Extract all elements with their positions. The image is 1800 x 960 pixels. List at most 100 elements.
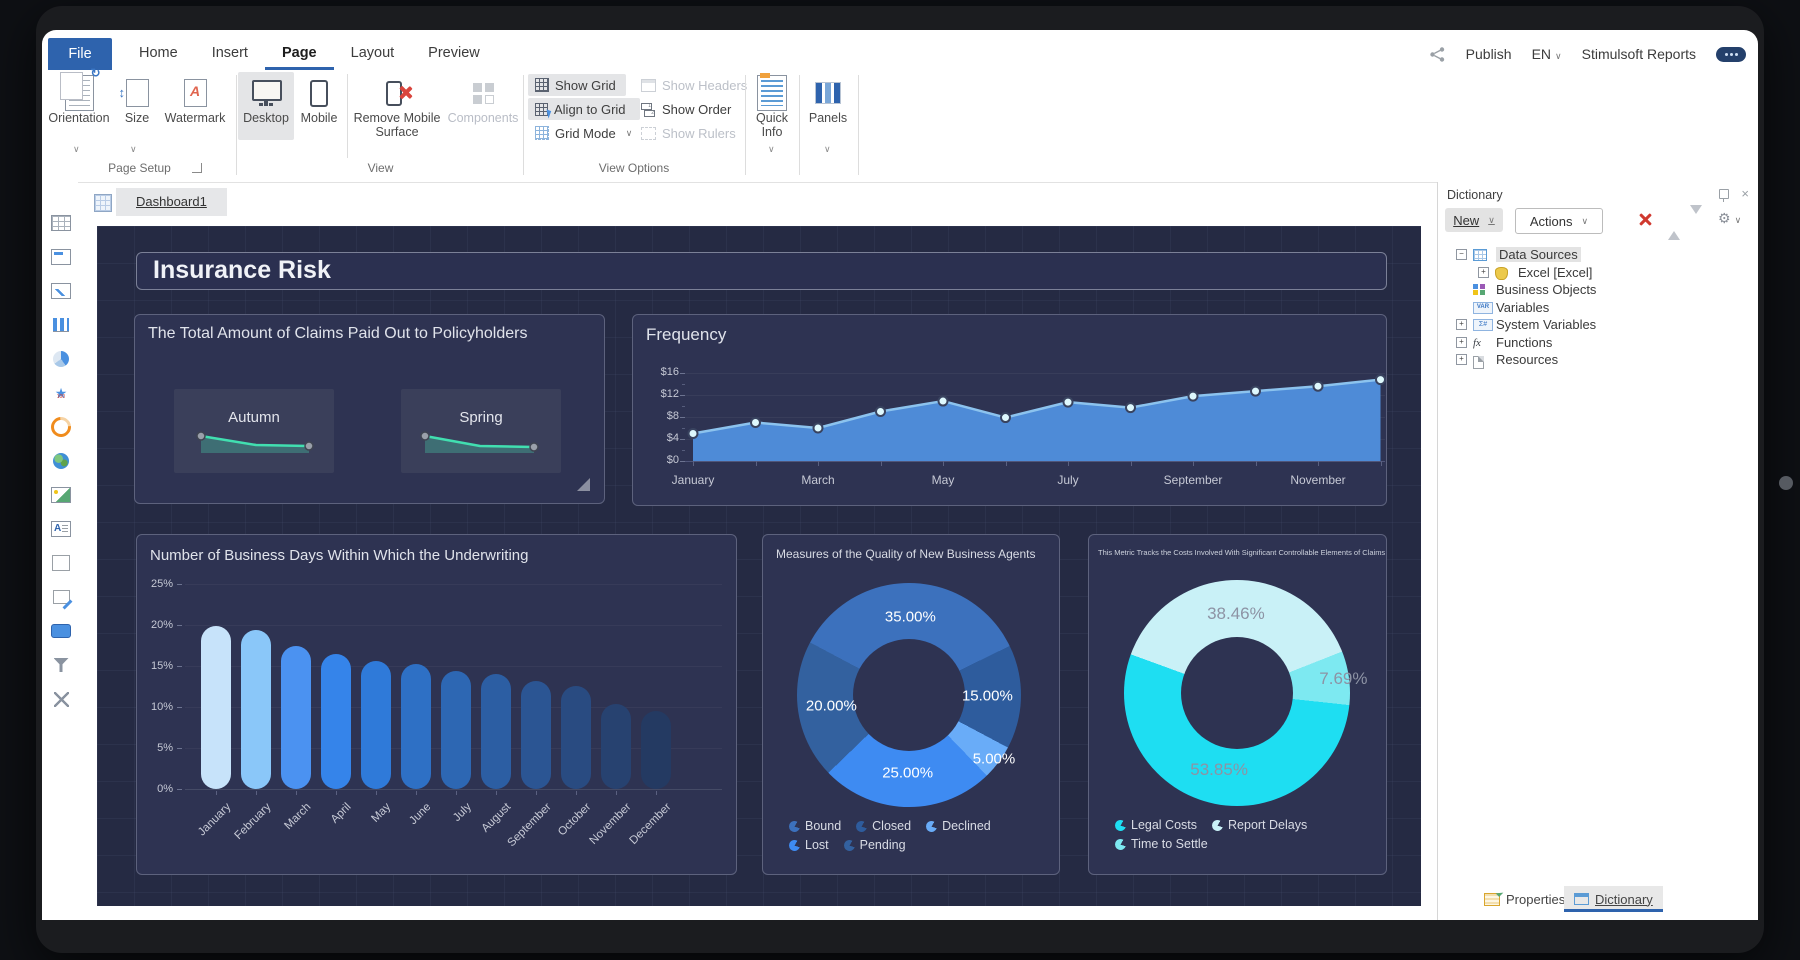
mobile-button[interactable]: Mobile [295, 72, 343, 140]
size-button[interactable]: ↕ Size [105, 72, 169, 140]
sparkline-cell [174, 389, 334, 473]
language-selector[interactable]: EN ∨ [1532, 46, 1562, 62]
toolbox-indicator-element[interactable] [46, 378, 76, 408]
bar-february [241, 629, 271, 789]
toolbox-gauge-element[interactable] [46, 344, 76, 374]
toolbox-progress-element[interactable] [46, 412, 76, 442]
tree-item-business-objects[interactable]: Business Objects [1438, 281, 1758, 298]
grid-mode-dropdown[interactable]: Grid Mode ∨ [528, 122, 639, 144]
x-axis-tick [1380, 461, 1382, 466]
toolbox-card-element[interactable] [46, 242, 76, 272]
tree-item-variables[interactable]: VAR Variables [1438, 299, 1758, 316]
toolbox-shape-element[interactable] [46, 582, 76, 612]
tab-file[interactable]: File [48, 38, 112, 70]
orientation-dropdown-chevron[interactable]: ∨ [73, 144, 80, 154]
legend-swatch [1113, 817, 1128, 833]
chart-icon [51, 283, 71, 299]
show-order-label: Show Order [662, 101, 732, 117]
claims-sparkline-panel[interactable]: The Total Amount of Claims Paid Out to P… [134, 314, 605, 504]
resources-icon [1473, 356, 1484, 369]
toolbox-filter-element[interactable] [46, 650, 76, 680]
orientation-button[interactable]: ↻ Orientation [47, 66, 111, 140]
dashboard-pages-icon[interactable] [94, 194, 112, 212]
button-icon [51, 624, 71, 638]
bar-january [201, 625, 231, 789]
dashboard-title-panel[interactable]: Insurance Risk [136, 252, 1387, 290]
actions-button[interactable]: Actions ∨ [1515, 208, 1603, 234]
expand-icon[interactable]: + [1456, 354, 1467, 365]
bar-november [601, 703, 631, 789]
costs-donut-panel[interactable]: This Metric Tracks the Costs Involved Wi… [1088, 534, 1387, 875]
bar-april [321, 653, 351, 789]
expand-icon[interactable]: + [1478, 266, 1489, 278]
align-to-grid-toggle[interactable]: Align to Grid [528, 98, 640, 120]
toolbox-chart-element[interactable] [46, 276, 76, 306]
datasources-icon [1473, 249, 1487, 261]
tools-icon [53, 691, 69, 707]
x-axis-label: May [369, 801, 394, 825]
desktop-button[interactable]: Desktop [238, 72, 294, 140]
frequency-chart-panel[interactable]: Frequency $0 $4 $8 $12 $16 January March May Jul… [632, 314, 1387, 506]
panels-button[interactable]: Panels [802, 72, 854, 140]
x-axis-label: July [450, 801, 474, 824]
expand-icon[interactable]: + [1456, 319, 1467, 330]
tree-item-functions[interactable]: + fx Functions [1438, 334, 1758, 351]
ribbon-tab-preview[interactable]: Preview [428, 45, 480, 61]
tree-item-excel-excel-[interactable]: + Excel [Excel] [1438, 264, 1758, 281]
tree-item-system-variables[interactable]: + Σ# System Variables [1438, 316, 1758, 333]
y-axis-tick-label: $16 [660, 366, 679, 378]
ribbon-tab-insert[interactable]: Insert [211, 45, 248, 61]
toolbox-tools-element[interactable] [46, 684, 76, 714]
toolbox-panel-element[interactable] [46, 548, 76, 578]
agents-donut-panel[interactable]: Measures of the Quality of New Business … [762, 534, 1060, 875]
remove-mobile-surface-button[interactable]: Remove Mobile Surface [352, 72, 442, 140]
quick-info-button[interactable]: Quick Info [748, 72, 796, 140]
panels-dropdown-chevron[interactable]: ∨ [824, 144, 831, 154]
watermark-label: Watermark [164, 111, 226, 125]
toolbox-text-element[interactable] [46, 514, 76, 544]
expand-icon[interactable]: + [1456, 336, 1467, 348]
size-dropdown-chevron[interactable]: ∨ [130, 144, 137, 154]
ribbon-tab-layout[interactable]: Layout [350, 45, 395, 61]
close-icon[interactable]: × [1741, 186, 1749, 201]
tab-dashboard1[interactable]: Dashboard1 [116, 188, 227, 216]
toolbox-map-element[interactable] [46, 446, 76, 476]
show-grid-toggle[interactable]: Show Grid [528, 74, 626, 96]
tree-item-label: Business Objects [1496, 282, 1597, 297]
collapse-icon[interactable]: − [1456, 249, 1467, 260]
legend-label: Bound [805, 819, 842, 833]
x-axis-label: March [801, 473, 835, 487]
ribbon-tab-home[interactable]: Home [139, 45, 178, 61]
toolbox-table-element[interactable] [46, 208, 76, 238]
toolbox-button-element[interactable] [46, 616, 76, 646]
new-button[interactable]: New ∨ [1445, 208, 1503, 232]
components-icon [472, 82, 494, 104]
pen-tool-icon[interactable] [1716, 46, 1746, 62]
tab-dictionary[interactable]: Dictionary [1564, 886, 1663, 912]
toolbox-bar-chart-element[interactable] [46, 310, 76, 340]
legend-label: Lost [805, 838, 829, 852]
gear-icon[interactable]: ⚙ ∨ [1718, 210, 1742, 226]
ribbon-tab-page[interactable]: Page [265, 38, 334, 70]
quick-info-dropdown-chevron[interactable]: ∨ [768, 144, 775, 154]
y-axis-tick [680, 395, 685, 396]
publish-button[interactable]: Publish [1465, 46, 1512, 62]
x-axis-tick [1255, 461, 1257, 466]
pin-icon[interactable] [1719, 189, 1729, 202]
resize-handle[interactable] [577, 478, 590, 491]
tab-properties[interactable]: Properties [1474, 886, 1575, 912]
show-order-toggle[interactable]: Show Order [634, 98, 738, 120]
x-axis-label: February [232, 801, 274, 843]
underwriting-bar-chart-panel[interactable]: Number of Business Days Within Which the… [136, 534, 737, 875]
properties-icon [1484, 892, 1500, 906]
page-setup-dialog-launcher[interactable] [192, 163, 202, 173]
tree-item-resources[interactable]: + Resources [1438, 351, 1758, 369]
toolbox-image-element[interactable] [46, 480, 76, 510]
x-axis-label: March [282, 801, 314, 833]
dictionary-panel: Dictionary × New ∨ Actions ∨ ⚙ ∨ − Data So… [1437, 182, 1758, 920]
remove-mobile-surface-icon [384, 81, 410, 106]
tree-item-data-sources[interactable]: − Data Sources [1438, 246, 1758, 263]
share-icon[interactable] [1429, 46, 1446, 63]
watermark-button[interactable]: A Watermark [163, 72, 227, 140]
dashboard-canvas[interactable]: Insurance Risk The Total Amount of Claim… [97, 226, 1421, 906]
